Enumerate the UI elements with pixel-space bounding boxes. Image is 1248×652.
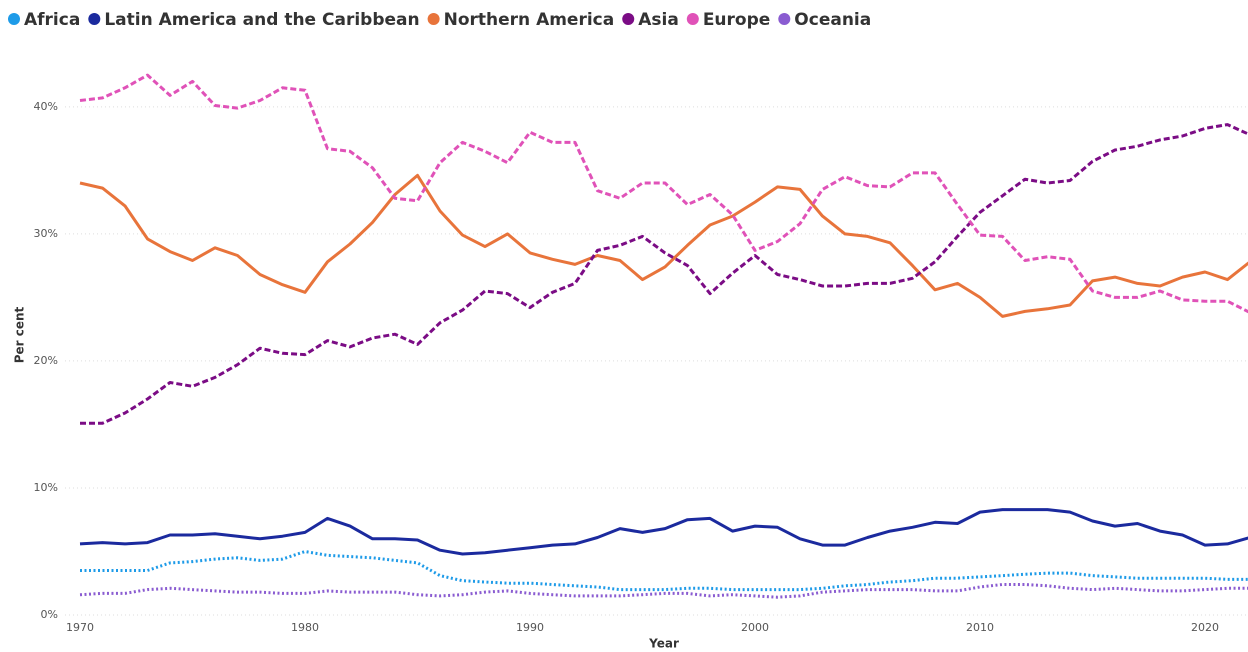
legend-label: Africa (24, 10, 80, 30)
legend-marker (686, 13, 699, 25)
legend-label: Latin America and the Caribbean (104, 10, 419, 30)
x-tick-label: 1990 (516, 621, 544, 634)
x-tick-label: 1970 (66, 621, 94, 634)
legend-marker (427, 13, 440, 25)
legend-label: Northern America (444, 10, 615, 30)
series-line (80, 550, 1248, 592)
x-axis-title: Year (648, 637, 679, 651)
series-line (79, 173, 1248, 318)
series-line (79, 73, 1248, 314)
x-tick-label: 2000 (741, 621, 769, 634)
legend-marker (8, 13, 20, 25)
legend-marker (622, 13, 635, 25)
series-line (79, 508, 1248, 556)
legend-marker (88, 13, 101, 25)
legend-marker (778, 13, 791, 25)
series-line (79, 583, 1248, 599)
y-tick-label: 10% (34, 481, 58, 494)
series-line (80, 123, 1248, 425)
y-tick-label: 40% (34, 100, 58, 113)
y-tick-label: 30% (34, 227, 58, 240)
y-tick-label: 20% (34, 354, 58, 367)
legend-label: Europe (703, 10, 770, 30)
x-tick-label: 2010 (966, 621, 994, 634)
x-tick-label: 2020 (1191, 621, 1219, 634)
legend-label: Asia (638, 10, 679, 30)
y-axis-title: Per cent (13, 306, 27, 363)
legend-label: Oceania (794, 10, 871, 30)
y-tick-label: 0% (41, 608, 58, 621)
x-tick-label: 1980 (291, 621, 319, 634)
